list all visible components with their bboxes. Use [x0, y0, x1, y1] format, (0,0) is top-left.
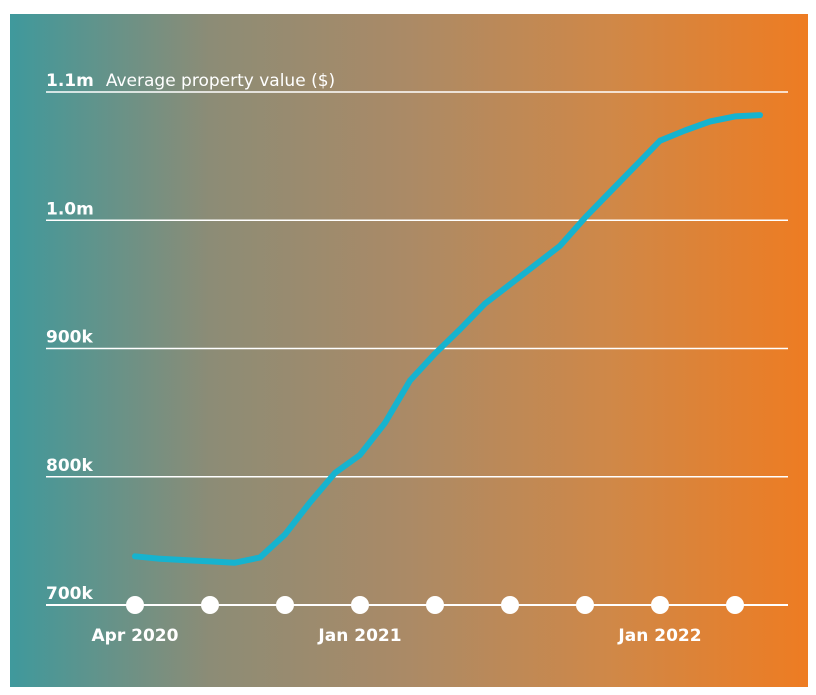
- y-tick-label: 900k: [46, 328, 93, 348]
- x-axis-marker: [351, 596, 369, 614]
- series-lines: [132, 112, 763, 566]
- x-axis-marker: [726, 596, 744, 614]
- y-tick-label: 800k: [46, 456, 93, 476]
- chart-frame: 700k 800k 900k 1.0m 1.1m Average property va…: [10, 14, 808, 687]
- x-tick-label: Jan 2022: [617, 626, 701, 646]
- property-value-chart: 700k 800k 900k 1.0m 1.1m Average property va…: [46, 71, 788, 646]
- series-line: [132, 112, 763, 566]
- x-axis-marker: [576, 596, 594, 614]
- x-axis-marker: [201, 596, 219, 614]
- y-tick-labels: 700k 800k 900k 1.0m 1.1m: [46, 71, 94, 604]
- y-tick-label: 1.0m: [46, 199, 94, 219]
- y-tick-label: 1.1m: [46, 71, 94, 91]
- y-tick-label: 700k: [46, 584, 93, 604]
- x-axis-marker: [426, 596, 444, 614]
- x-axis-marker: [276, 596, 294, 614]
- x-axis: Apr 2020 Jan 2021 Jan 2022: [46, 596, 788, 646]
- x-axis-marker: [501, 596, 519, 614]
- chart-title: Average property value ($): [106, 71, 335, 91]
- gridlines: [46, 91, 788, 478]
- x-tick-label: Jan 2021: [317, 626, 401, 646]
- chart-title-group: Average property value ($): [106, 71, 335, 91]
- x-axis-marker: [651, 596, 669, 614]
- x-tick-label: Apr 2020: [92, 626, 179, 646]
- x-axis-marker: [126, 596, 144, 614]
